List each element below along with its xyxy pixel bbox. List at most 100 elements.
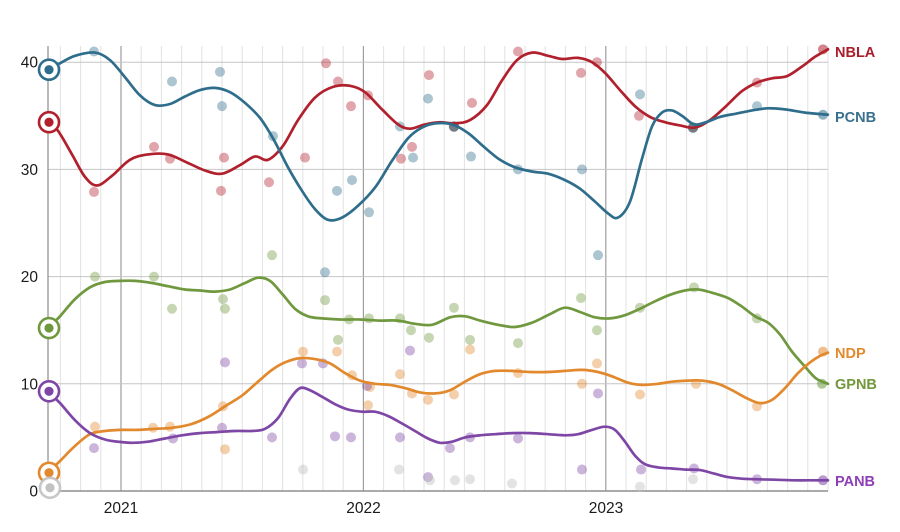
series-line-pcnb bbox=[46, 51, 830, 222]
poll-point-ndp bbox=[395, 369, 405, 380]
poll-point-gpnb bbox=[149, 271, 159, 282]
poll-point-panb bbox=[445, 443, 455, 454]
poll-point-pcnb bbox=[408, 152, 418, 163]
poll-point-panb bbox=[267, 432, 277, 443]
poll-point-others bbox=[394, 464, 404, 475]
poll-point-nbla bbox=[216, 185, 226, 196]
poll-point-nbla bbox=[300, 152, 310, 163]
series-label-panb: PANB bbox=[835, 474, 875, 490]
poll-point-ndp bbox=[363, 400, 373, 411]
poll-point-gpnb bbox=[465, 334, 475, 345]
y-tick-label: 10 bbox=[21, 376, 39, 393]
poll-point-pcnb bbox=[364, 207, 374, 218]
poll-point-gpnb bbox=[449, 302, 459, 313]
y-tick-label: 20 bbox=[21, 269, 39, 286]
y-tick-label: 30 bbox=[21, 162, 39, 179]
poll-point-panb bbox=[593, 388, 603, 399]
poll-point-pcnb bbox=[423, 93, 433, 104]
poll-point-ndp bbox=[513, 368, 523, 379]
poll-point-pcnb bbox=[593, 250, 603, 261]
y-tick-label: 0 bbox=[29, 484, 38, 501]
poll-point-gpnb bbox=[167, 303, 177, 314]
poll-point-others bbox=[507, 478, 517, 489]
y-tick-label: 40 bbox=[21, 55, 39, 72]
poll-point-ndp bbox=[577, 378, 587, 389]
poll-point-ndp bbox=[465, 344, 475, 355]
poll-point-nbla bbox=[219, 152, 229, 163]
poll-point-gpnb bbox=[424, 332, 434, 343]
poll-point-panb bbox=[636, 464, 646, 475]
series-end-dot-nbla bbox=[818, 44, 828, 55]
poll-point-nbla bbox=[424, 70, 434, 81]
poll-point-panb bbox=[330, 431, 340, 442]
poll-point-nbla bbox=[467, 97, 477, 108]
series-end-dot-gpnb bbox=[817, 378, 827, 389]
poll-point-ndp bbox=[220, 444, 230, 455]
poll-point-pcnb bbox=[215, 66, 225, 77]
poll-point-nbla bbox=[264, 177, 274, 188]
series-label-ndp: NDP bbox=[835, 346, 866, 362]
poll-point-ndp bbox=[592, 358, 602, 369]
poll-point-pcnb bbox=[332, 185, 342, 196]
poll-point-others bbox=[688, 474, 698, 485]
poll-point-pcnb bbox=[635, 89, 645, 100]
series-start-dot-panb bbox=[44, 386, 54, 396]
poll-point-nbla bbox=[321, 58, 331, 69]
poll-point-ndp bbox=[90, 421, 100, 432]
series-label-gpnb: GPNB bbox=[835, 377, 877, 393]
x-tick-label: 2023 bbox=[589, 500, 623, 517]
poll-point-panb bbox=[297, 358, 307, 369]
x-tick-label: 2021 bbox=[104, 500, 138, 517]
poll-point-ndp bbox=[449, 389, 459, 400]
poll-point-ndp bbox=[332, 346, 342, 357]
poll-point-nbla bbox=[396, 153, 406, 164]
series-label-pcnb: PCNB bbox=[835, 110, 876, 126]
poll-point-panb bbox=[395, 432, 405, 443]
poll-point-ndp bbox=[298, 346, 308, 357]
poll-point-pcnb bbox=[466, 151, 476, 162]
poll-point-gpnb bbox=[333, 334, 343, 345]
poll-point-nbla bbox=[89, 186, 99, 197]
poll-point-panb bbox=[423, 472, 433, 483]
poll-point-panb bbox=[220, 357, 230, 368]
poll-point-others bbox=[450, 475, 460, 486]
poll-point-nbla bbox=[346, 101, 356, 112]
poll-point-gpnb bbox=[218, 294, 228, 305]
poll-point-pcnb bbox=[347, 175, 357, 186]
poll-point-gpnb bbox=[320, 295, 330, 306]
poll-point-nbla bbox=[513, 46, 523, 57]
poll-point-panb bbox=[513, 433, 523, 444]
poll-point-panb bbox=[577, 464, 587, 475]
x-tick-label: 2022 bbox=[346, 500, 380, 517]
series-line-ndp bbox=[46, 351, 830, 475]
series-start-dot-gpnb bbox=[44, 323, 54, 333]
series-label-nbla: NBLA bbox=[835, 45, 876, 61]
series-start-dot-others bbox=[45, 483, 55, 493]
poll-point-panb bbox=[346, 432, 356, 443]
poll-point-nbla bbox=[634, 110, 644, 121]
series-line-panb bbox=[46, 386, 830, 482]
poll-point-gpnb bbox=[220, 303, 230, 314]
poll-point-nbla bbox=[407, 141, 417, 152]
poll-point-others bbox=[298, 464, 308, 475]
poll-point-ndp bbox=[635, 389, 645, 400]
series-line-nbla bbox=[46, 47, 830, 187]
poll-point-ndp bbox=[423, 394, 433, 405]
poll-point-gpnb bbox=[267, 250, 277, 261]
poll-point-nbla bbox=[576, 67, 586, 78]
poll-point-gpnb bbox=[90, 271, 100, 282]
poll-point-pcnb bbox=[167, 76, 177, 87]
poll-point-others bbox=[465, 474, 475, 485]
poll-point-gpnb bbox=[406, 325, 416, 336]
poll-point-gpnb bbox=[592, 325, 602, 336]
poll-point-pcnb bbox=[217, 101, 227, 112]
poll-point-gpnb bbox=[513, 338, 523, 349]
poll-point-panb bbox=[89, 443, 99, 454]
poll-point-pcnb bbox=[577, 164, 587, 175]
series-start-dot-pcnb bbox=[44, 65, 54, 75]
series-end-dot-panb bbox=[818, 475, 828, 486]
series-start-dot-nbla bbox=[44, 117, 54, 127]
series-line-gpnb bbox=[46, 276, 830, 386]
